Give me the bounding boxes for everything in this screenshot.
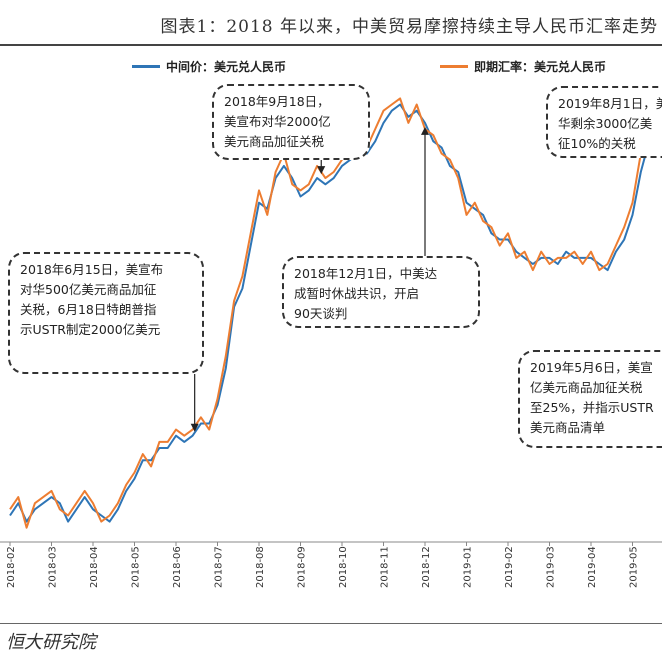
x-tick-label: 2019-01	[463, 546, 474, 588]
annotation-2019-08: 2019年8月1日，美 华剩余3000亿美 征10%的关税	[546, 86, 662, 158]
x-tick-label: 2018-10	[338, 546, 349, 588]
x-tick-label: 2018-02	[6, 546, 17, 588]
x-tick-label: 2018-03	[48, 546, 59, 588]
legend-item-spot-rate: 即期汇率：美元兑人民币	[440, 58, 606, 75]
legend-label: 中间价：美元兑人民币	[166, 60, 287, 74]
x-tick-label: 2018-05	[131, 546, 142, 588]
x-tick-label: 2018-06	[172, 546, 183, 588]
legend-item-mid-price: 中间价：美元兑人民币	[132, 58, 286, 75]
annotation-arrowhead	[317, 166, 326, 175]
x-tick-label: 2019-02	[504, 546, 515, 588]
title-rule	[0, 44, 662, 46]
x-tick-label: 2018-09	[297, 546, 308, 588]
legend-swatch-blue	[132, 65, 160, 68]
annotation-2019-05: 2019年5月6日，美宣 亿美元商品加征关税 至25%，并指示USTR 美元商品…	[518, 350, 662, 448]
annotation-2018-12: 2018年12月1日，中美达 成暂时休战共识，开启 90天谈判	[282, 256, 480, 328]
x-tick-label: 2018-11	[380, 546, 391, 588]
x-tick-label: 2018-12	[421, 546, 432, 588]
x-tick-label: 2018-04	[89, 546, 100, 588]
series-line-spot-rate	[9, 97, 651, 529]
x-tick-label: 2018-07	[214, 546, 225, 588]
source-label: 恒大研究院	[6, 632, 96, 653]
x-tick-label: 2019-04	[587, 546, 598, 588]
annotation-arrowhead	[190, 423, 199, 432]
x-tick-label: 2018-08	[255, 546, 266, 588]
series-line-mid-price	[9, 103, 651, 523]
legend-label: 即期汇率：美元兑人民币	[474, 60, 607, 74]
chart-title: 图表1：2018 年以来，中美贸易摩擦持续主导人民币汇率走势	[160, 17, 658, 37]
legend-swatch-orange	[440, 65, 468, 68]
x-tick-label: 2019-03	[546, 546, 557, 588]
annotation-2018-06: 2018年6月15日，美宣布 对华500亿美元商品加征 关税，6月18日特朗普指…	[8, 252, 204, 374]
x-tick-label: 2019-05	[629, 546, 640, 588]
annotation-2018-09: 2018年9月18日， 美宣布对华2000亿 美元商品加征关税	[212, 84, 370, 160]
annotation-arrowhead	[421, 126, 429, 135]
footer-rule	[0, 623, 662, 624]
